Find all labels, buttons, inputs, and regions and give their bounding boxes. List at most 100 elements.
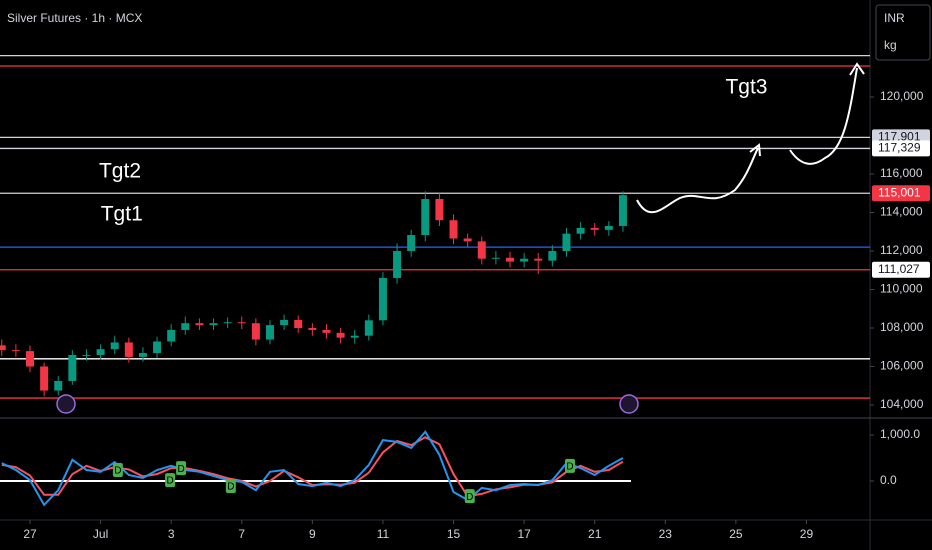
x-tick-label: 7 [238,527,245,541]
signal-badge [176,461,187,476]
candle-body [449,220,458,239]
event-icon[interactable] [56,394,76,414]
candle-body [491,257,500,259]
candle-body [138,353,147,357]
candle-body [11,350,20,352]
candle-body [237,322,246,324]
candle-body [463,238,472,242]
candle-body [435,199,444,221]
candle-body [604,225,613,230]
candle-body [167,329,176,342]
annotation: Tgt1 [101,203,143,226]
candle-body [40,366,49,391]
y-tick-label: 112,000 [880,243,923,257]
unit[interactable]: kg [884,38,897,52]
y-tick-label: 120,000 [880,89,924,103]
x-tick-label: 25 [729,527,743,541]
candle-body [421,199,430,236]
projection-arrow [636,147,759,214]
y-tick-label: 108,000 [880,320,924,334]
x-tick-label: 15 [447,527,461,541]
candle-body [576,227,585,234]
arrow-head [749,143,761,157]
candle-body [54,380,63,391]
candle-body [251,323,260,340]
candle-body [506,257,514,262]
candle-body [209,323,218,326]
y-tick-label: 116,000 [880,166,923,180]
candle-body [393,251,402,278]
projection-arrow [789,67,858,165]
candle-body [336,332,345,338]
x-tick-label: 27 [23,527,37,541]
candle-body [350,335,359,338]
candle-body [26,351,34,367]
signal-label: D [466,492,473,503]
candle-body [181,323,190,330]
candle-body [618,195,627,226]
level-label: 117,901 [878,130,921,144]
currency[interactable]: INR [884,11,905,25]
level-badge [872,261,930,278]
x-tick-label: Jul [93,527,108,541]
level-badge [872,140,930,157]
candle-body [520,258,529,262]
candle-body [82,354,91,356]
candle-body [322,329,331,333]
annotation: Tgt2 [99,160,141,183]
candle-body [266,325,274,340]
x-tick-label: 21 [588,527,602,541]
annotation: Tgt3 [725,76,767,99]
currency-box[interactable] [875,4,931,61]
x-tick-label: 29 [800,527,814,541]
candle-body [548,251,557,261]
y-tick-label: 110,000 [880,282,923,296]
signal-badge [225,479,236,494]
candle-body [110,342,119,350]
x-tick-label: 23 [659,527,673,541]
candle-body [153,341,162,354]
candle-body [562,233,571,252]
candle-body [477,241,486,259]
candle-body [0,345,6,351]
signal-label: D [566,461,573,472]
event-icon[interactable] [619,394,639,414]
signal-label: D [114,466,121,477]
candle-body [294,319,303,329]
candle-body [124,342,133,357]
candle-body [407,235,416,252]
signal-label: D [177,464,184,475]
y-tick-label: 0.0 [880,473,897,487]
y-tick-label: 106,000 [880,359,924,373]
x-tick-label: 3 [168,527,175,541]
signal-label: D [227,482,234,493]
oscillator-line [1,430,624,507]
candle-body [378,277,387,321]
level-label: 111,027 [878,262,920,276]
x-tick-label: 11 [377,527,390,541]
level-label: 117,329 [878,141,921,155]
candle-body [364,320,373,336]
y-tick-label: 114,000 [880,205,923,219]
candle-body [195,323,204,326]
candle-body [223,322,232,324]
signal-badge [165,473,176,488]
signal-badge [112,462,123,477]
x-tick-label: 17 [517,527,531,541]
signal-label: D [167,476,174,487]
arrow-head [849,62,865,76]
x-tick-label: 9 [309,527,316,541]
y-tick-label: 1,000.0 [880,427,920,441]
candle-body [96,349,105,355]
chart-title: Silver Futures · 1h · MCX [7,11,142,25]
y-tick-label: 104,000 [880,397,924,411]
candle-body [68,354,77,381]
level-badge [872,185,930,202]
candle-body [280,319,289,326]
signal-badge [565,458,575,473]
candle-body [534,258,543,261]
candle-body [308,328,317,330]
